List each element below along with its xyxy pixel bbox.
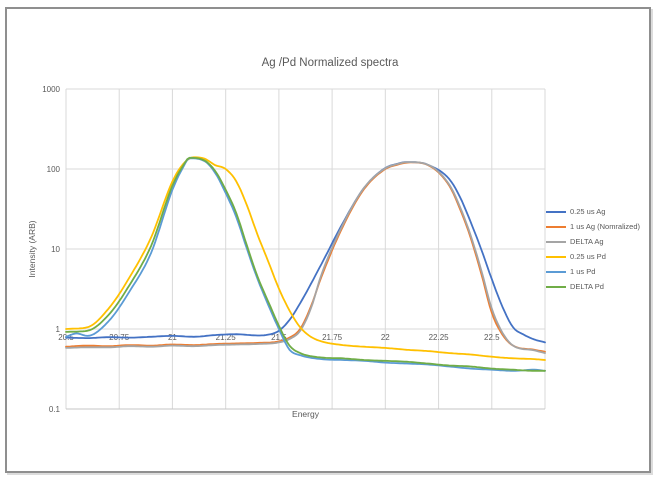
legend-item[interactable]: DELTA Ag — [546, 237, 666, 246]
legend-label: DELTA Ag — [570, 237, 604, 246]
legend-label: DELTA Pd — [570, 282, 604, 291]
legend-swatch — [546, 210, 566, 213]
series-line-4[interactable] — [65, 157, 546, 372]
legend-label: 0.25 us Pd — [570, 252, 606, 261]
series-line-3[interactable] — [65, 156, 546, 361]
legend-item[interactable]: 1 us Ag (Nomralized) — [546, 222, 666, 231]
series-line-5[interactable] — [65, 156, 546, 372]
series-line-1[interactable] — [65, 161, 546, 353]
y-tick-label: 100 — [47, 165, 61, 174]
chart-title: Ag /Pd Normalized spectra — [261, 57, 399, 69]
legend-item[interactable]: 0.25 us Ag — [546, 207, 666, 216]
legend-label: 0.25 us Ag — [570, 207, 606, 216]
y-tick-label: 1000 — [42, 85, 60, 94]
series-line-0[interactable] — [65, 161, 546, 344]
legend-item[interactable]: DELTA Pd — [546, 282, 666, 291]
legend-swatch — [546, 255, 566, 258]
y-tick-label: 10 — [51, 245, 60, 254]
legend-swatch — [546, 270, 566, 273]
x-tick-label: 21.75 — [322, 333, 343, 342]
x-tick-label: 21.5 — [271, 333, 287, 342]
x-tick-label: 21.25 — [216, 333, 237, 342]
series-line-2[interactable] — [65, 161, 546, 354]
legend-item[interactable]: 0.25 us Pd — [546, 252, 666, 261]
x-tick-label: 21 — [168, 333, 177, 342]
legend-item[interactable]: 1 us Pd — [546, 267, 666, 276]
y-axis-title: Intensity (ARB) — [27, 220, 37, 278]
x-tick-label: 22.25 — [429, 333, 450, 342]
legend-swatch — [546, 225, 566, 228]
x-tick-label: 22.5 — [484, 333, 500, 342]
legend-label: 1 us Pd — [570, 267, 596, 276]
x-tick-label: 22 — [381, 333, 390, 342]
y-tick-label: 1 — [56, 325, 61, 334]
y-tick-label: 0.1 — [49, 405, 61, 414]
legend-swatch — [546, 285, 566, 288]
chart-frame[interactable] — [5, 7, 651, 473]
legend-label: 1 us Ag (Nomralized) — [570, 222, 641, 231]
x-axis-title: Energy — [292, 409, 319, 419]
legend-swatch — [546, 240, 566, 243]
legend: 0.25 us Ag 1 us Ag (Nomralized) DELTA Ag 0.… — [546, 207, 666, 291]
